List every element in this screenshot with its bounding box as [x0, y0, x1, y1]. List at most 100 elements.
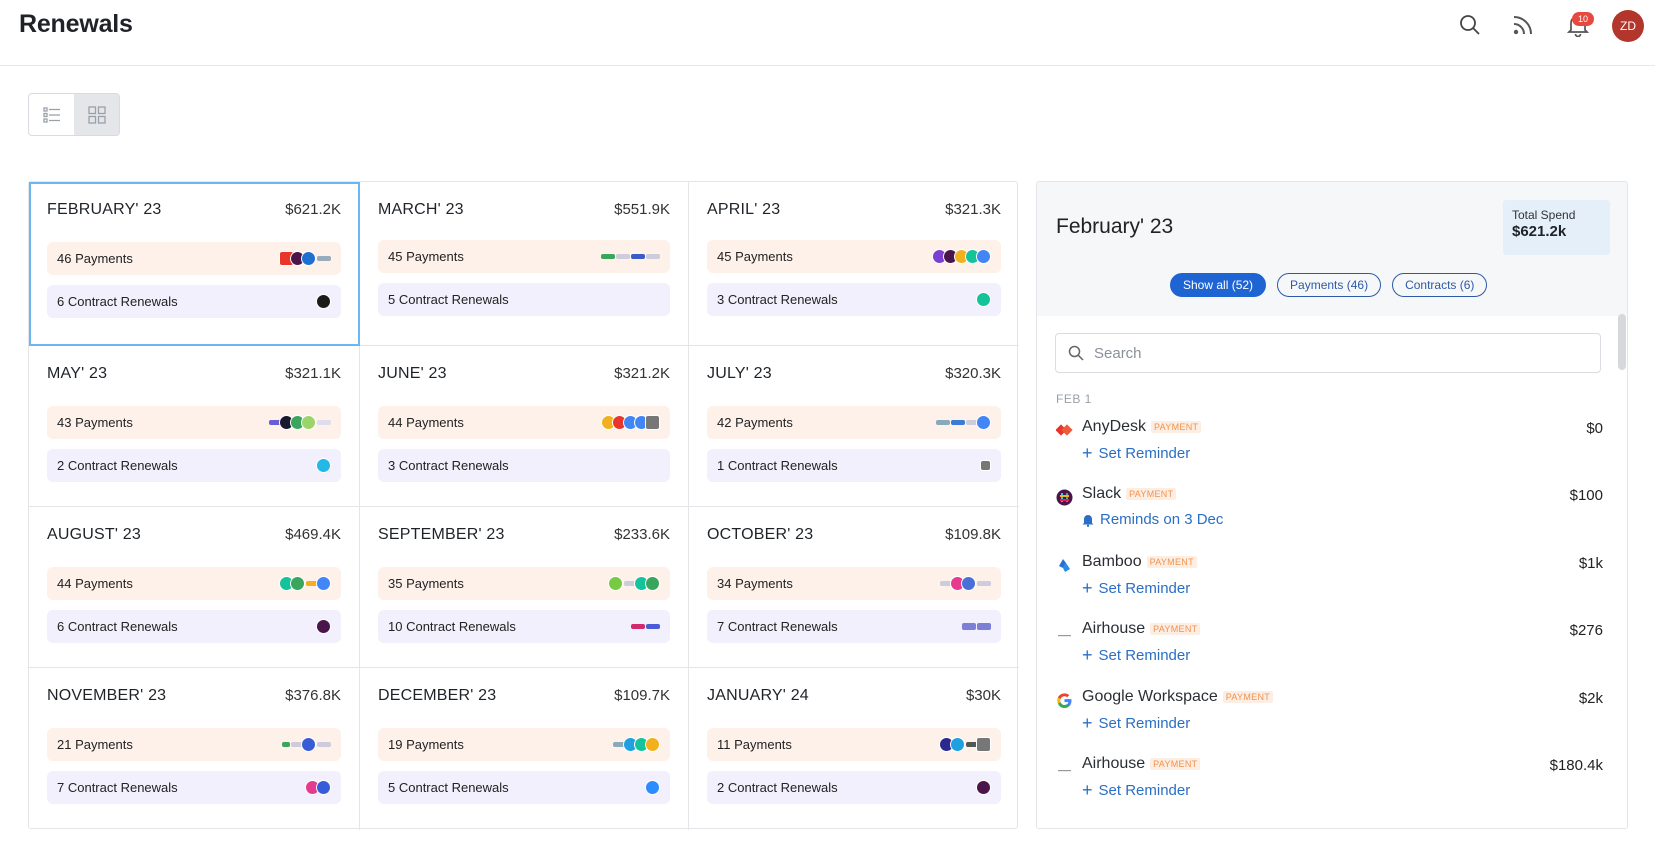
month-card-may-23[interactable]: MAY' 23 $321.1K 43 Payments 2 Contract Re…: [29, 346, 360, 507]
contracts-count: 1 Contract Renewals: [717, 458, 838, 473]
item-amount: $276: [1569, 622, 1603, 639]
vendor-logos: [976, 292, 991, 307]
reminder-set-button[interactable]: Reminds on 3 Dec: [1082, 511, 1223, 528]
vendor-logos: [645, 780, 660, 795]
month-name: JUNE' 23: [378, 365, 447, 382]
item-name: AnyDesk PAYMENT: [1082, 418, 1202, 436]
grid-view-button[interactable]: [74, 94, 119, 135]
month-card-december-23[interactable]: DECEMBER' 23 $109.7K 19 Payments 5 Contra…: [360, 668, 689, 830]
contracts-pill[interactable]: 6 Contract Renewals: [47, 610, 341, 643]
contracts-count: 3 Contract Renewals: [717, 292, 838, 307]
month-name: SEPTEMBER' 23: [378, 526, 505, 543]
vendor-logos: [279, 576, 331, 591]
payments-pill[interactable]: 45 Payments: [707, 240, 1001, 273]
vendor-logos: [932, 249, 991, 264]
month-name: NOVEMBER' 23: [47, 687, 167, 704]
item-name: Airhouse PAYMENT: [1082, 755, 1201, 773]
renewal-item: Airhouse PAYMENT $180.4k + Set Reminder: [1056, 755, 1603, 813]
rss-feed-icon[interactable]: [1508, 10, 1538, 40]
contracts-pill[interactable]: 5 Contract Renewals: [378, 771, 670, 804]
month-card-october-23[interactable]: OCTOBER' 23 $109.8K 34 Payments 7 Contrac…: [689, 507, 1019, 668]
payments-pill[interactable]: 21 Payments: [47, 728, 341, 761]
contracts-pill[interactable]: 7 Contract Renewals: [707, 610, 1001, 643]
vendor-logos: [961, 623, 991, 630]
filter-payments[interactable]: Payments (46): [1277, 273, 1382, 297]
month-card-july-23[interactable]: JULY' 23 $320.3K 42 Payments 1 Contract R…: [689, 346, 1019, 507]
contracts-count: 2 Contract Renewals: [57, 458, 178, 473]
vendor-logos: [281, 737, 331, 752]
notification-badge: 10: [1572, 12, 1594, 26]
renewal-item: Slack PAYMENT $100 Reminds on 3 Dec: [1056, 485, 1603, 543]
set-reminder-button[interactable]: + Set Reminder: [1082, 780, 1191, 800]
top-bar: Renewals 10 ZD: [0, 0, 1655, 66]
contracts-pill[interactable]: 6 Contract Renewals: [47, 285, 341, 318]
plus-icon: +: [1082, 443, 1093, 463]
month-amount: $621.2K: [285, 201, 341, 218]
month-card-march-23[interactable]: MARCH' 23 $551.9K 45 Payments 5 Contract …: [360, 182, 689, 346]
contracts-pill[interactable]: 2 Contract Renewals: [47, 449, 341, 482]
item-amount: $180.4k: [1549, 757, 1603, 774]
item-name: Slack PAYMENT: [1082, 485, 1177, 503]
payments-pill[interactable]: 11 Payments: [707, 728, 1001, 761]
vendor-logos: [630, 624, 660, 629]
month-card-june-23[interactable]: JUNE' 23 $321.2K 44 Payments 3 Contract R…: [360, 346, 689, 507]
renewal-item: Airhouse PAYMENT $276 + Set Reminder: [1056, 620, 1603, 678]
payments-pill[interactable]: 42 Payments: [707, 406, 1001, 439]
contracts-pill[interactable]: 2 Contract Renewals: [707, 771, 1001, 804]
month-card-august-23[interactable]: AUGUST' 23 $469.4K 44 Payments 6 Contract…: [29, 507, 360, 668]
month-card-september-23[interactable]: SEPTEMBER' 23 $233.6K 35 Payments 10 Cont…: [360, 507, 689, 668]
vendor-logos: [976, 780, 991, 795]
plus-icon: +: [1082, 578, 1093, 598]
search-icon[interactable]: [1455, 10, 1485, 40]
contracts-count: 5 Contract Renewals: [388, 780, 509, 795]
payments-pill[interactable]: 46 Payments: [47, 242, 341, 275]
month-amount: $109.8K: [945, 526, 1001, 543]
month-card-november-23[interactable]: NOVEMBER' 23 $376.8K 21 Payments 7 Contra…: [29, 668, 360, 830]
month-card-january-24[interactable]: JANUARY' 24 $30K 11 Payments 2 Contract R…: [689, 668, 1019, 830]
filter-show-all[interactable]: Show all (52): [1170, 273, 1267, 297]
panel-scrollbar[interactable]: [1618, 314, 1626, 370]
panel-title: February' 23: [1056, 215, 1174, 238]
total-spend-card: Total Spend $621.2k: [1503, 200, 1610, 255]
total-spend-label: Total Spend: [1512, 208, 1576, 222]
set-reminder-button[interactable]: + Set Reminder: [1082, 645, 1191, 665]
google-logo-icon: [1057, 693, 1072, 708]
payments-pill[interactable]: 19 Payments: [378, 728, 670, 761]
airhouse-logo-icon: [1058, 770, 1071, 772]
contracts-pill[interactable]: 3 Contract Renewals: [378, 449, 670, 482]
contracts-pill[interactable]: 5 Contract Renewals: [378, 283, 670, 316]
month-amount: $30K: [965, 687, 1001, 704]
contracts-pill[interactable]: 10 Contract Renewals: [378, 610, 670, 643]
set-reminder-button[interactable]: + Set Reminder: [1082, 713, 1191, 733]
vendor-logos: [279, 251, 331, 266]
item-amount: $1k: [1578, 555, 1603, 572]
filter-chips: Show all (52) Payments (46) Contracts (6…: [1170, 273, 1488, 297]
payments-pill[interactable]: 43 Payments: [47, 406, 341, 439]
payments-pill[interactable]: 35 Payments: [378, 567, 670, 600]
contracts-pill[interactable]: 3 Contract Renewals: [707, 283, 1001, 316]
payments-pill[interactable]: 44 Payments: [378, 406, 670, 439]
search-input[interactable]: Search: [1055, 333, 1601, 373]
contracts-count: 6 Contract Renewals: [57, 294, 178, 309]
payments-pill[interactable]: 44 Payments: [47, 567, 341, 600]
month-card-april-23[interactable]: APRIL' 23 $321.3K 45 Payments 3 Contract …: [689, 182, 1019, 346]
payments-pill[interactable]: 34 Payments: [707, 567, 1001, 600]
vendor-logos: [939, 576, 991, 591]
payments-pill[interactable]: 45 Payments: [378, 240, 670, 273]
payments-count: 45 Payments: [388, 249, 464, 264]
list-view-button[interactable]: [29, 94, 74, 135]
payments-count: 45 Payments: [717, 249, 793, 264]
filter-contracts[interactable]: Contracts (6): [1392, 273, 1488, 297]
item-tag: PAYMENT: [1146, 555, 1197, 568]
month-card-february-23[interactable]: FEBRUARY' 23 $621.2K 46 Payments 6 Contra…: [29, 182, 360, 346]
contracts-pill[interactable]: 7 Contract Renewals: [47, 771, 341, 804]
contracts-count: 5 Contract Renewals: [388, 292, 509, 307]
contracts-pill[interactable]: 1 Contract Renewals: [707, 449, 1001, 482]
set-reminder-button[interactable]: + Set Reminder: [1082, 578, 1191, 598]
payments-count: 11 Payments: [717, 737, 792, 752]
vendor-logos: [601, 415, 660, 430]
user-avatar[interactable]: ZD: [1612, 10, 1644, 42]
set-reminder-button[interactable]: + Set Reminder: [1082, 443, 1191, 463]
payments-count: 43 Payments: [57, 415, 133, 430]
month-name: FEBRUARY' 23: [47, 201, 162, 218]
